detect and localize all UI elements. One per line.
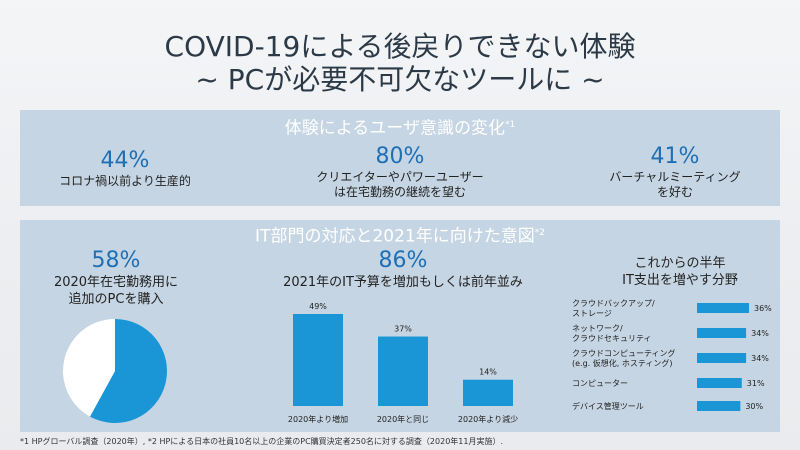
spending-bar-2	[697, 353, 747, 363]
spending-bar-3	[697, 378, 742, 388]
spending-bar-value-0: 36%	[754, 304, 772, 313]
pc-purchase-desc-1: 2020年在宅勤務用に	[53, 275, 179, 290]
budget-bar-category-1: 2020年と同じ	[377, 414, 429, 424]
budget-bar-value-1: 37%	[394, 325, 412, 334]
title-line-1: COVID-19による後戻りできない体験	[164, 30, 636, 63]
pie-slice-0	[89, 319, 167, 423]
pc-purchase-desc-2: 追加のPCを購入	[68, 292, 164, 307]
spending-bar-category-1-line-1: クラウドセキュリティ	[572, 334, 652, 343]
stat-remote-work-desc-1: クリエイターやパワーユーザー	[316, 170, 484, 184]
it-budget-desc: 2021年のIT予算を増加もしくは前年並み	[283, 275, 523, 290]
spending-bar-category-2-line-0: クラウドコンピューティング	[572, 348, 676, 358]
user-awareness-heading-text: 体験によるユーザ意識の変化	[284, 118, 505, 139]
stat-remote-work-desc-2: は在宅勤務の継続を望む	[333, 185, 466, 199]
it-spending-bar-chart: 36% クラウドバックアップ/ストレージ 34% ネットワーク/クラウドセキュリティ 3…	[572, 299, 772, 411]
stat-productive: 44% コロナ禍以前より生産的	[20, 148, 230, 189]
slide-title: COVID-19による後戻りできない体験 ~ PCが必要不可欠なツールに ~	[0, 30, 800, 96]
budget-bar-2	[463, 379, 513, 406]
it-spending-heading-1: これからの半年	[634, 256, 726, 271]
it-budget-bar-chart: 49% 2020年より増加 37% 2020年と同じ 14% 2020年より減少	[288, 302, 518, 424]
it-department-heading-note: *2	[534, 228, 545, 238]
pc-purchase-pct: 58%	[91, 248, 141, 273]
it-budget-pct: 86%	[378, 248, 428, 273]
budget-bar-0	[293, 314, 343, 406]
pc-purchase-block: 58% 2020年在宅勤務用に 追加のPCを購入	[42, 248, 190, 308]
spending-bar-category-0-line-1: ストレージ	[572, 309, 612, 318]
budget-bar-category-2: 2020年より減少	[458, 414, 518, 424]
stat-virtual-meeting-pct: 41%	[650, 144, 700, 169]
stat-virtual-meeting: 41% バーチャルミーティング を好む	[575, 144, 775, 200]
budget-bar-value-0: 49%	[309, 302, 327, 311]
budget-bar-value-2: 14%	[479, 368, 497, 377]
spending-bar-value-4: 30%	[745, 402, 763, 411]
stat-remote-work: 80% クリエイターやパワーユーザー は在宅勤務の継続を望む	[270, 144, 530, 200]
pie-slice-1	[62, 319, 115, 417]
title-line-2: ~ PCが必要不可欠なツールに ~	[195, 63, 605, 96]
spending-bar-value-2: 34%	[751, 354, 769, 363]
spending-bar-value-1: 34%	[751, 329, 769, 338]
spending-bar-category-4-line-0: デバイス管理ツール	[572, 401, 644, 411]
stat-productive-pct: 44%	[100, 148, 150, 173]
user-awareness-panel: 体験によるユーザ意識の変化*1 44% コロナ禍以前より生産的 80% クリエイ…	[20, 110, 780, 206]
stat-virtual-meeting-desc-1: バーチャルミーティング	[609, 170, 741, 184]
it-budget-block: 86% 2021年のIT予算を増加もしくは前年並み	[262, 248, 544, 291]
budget-bar-1	[378, 336, 428, 406]
budget-bar-category-0: 2020年より増加	[288, 414, 348, 424]
spending-bar-4	[697, 401, 741, 411]
stat-productive-desc: コロナ禍以前より生産的	[59, 174, 191, 188]
spending-bar-0	[697, 303, 749, 313]
spending-bar-category-3-line-0: コンピューター	[572, 379, 628, 388]
user-awareness-heading: 体験によるユーザ意識の変化*1	[20, 114, 780, 140]
spending-bar-category-1-line-0: ネットワーク/	[572, 324, 623, 333]
stat-remote-work-pct: 80%	[375, 144, 425, 169]
spending-bar-category-0-line-0: クラウドバックアップ/	[572, 299, 655, 308]
it-spending-heading: これからの半年 IT支出を増やす分野	[590, 255, 770, 289]
footnote: *1 HPグローバル調査（2020年）, *2 HPによる日本の社員10名以上の…	[20, 437, 504, 446]
spending-bar-1	[697, 328, 747, 338]
it-department-heading: IT部門の対応と2021年に向けた意図*2	[20, 222, 780, 248]
spending-bar-category-2-line-1: (e.g. 仮想化, ホスティング)	[572, 358, 672, 368]
it-spending-heading-2: IT支出を増やす分野	[622, 273, 738, 288]
user-awareness-heading-note: *1	[504, 120, 516, 130]
it-department-heading-text: IT部門の対応と2021年に向けた意図	[255, 226, 535, 247]
pc-purchase-pie-chart	[62, 319, 167, 423]
stat-virtual-meeting-desc-2: を好む	[656, 185, 693, 199]
spending-bar-value-3: 31%	[747, 379, 765, 388]
